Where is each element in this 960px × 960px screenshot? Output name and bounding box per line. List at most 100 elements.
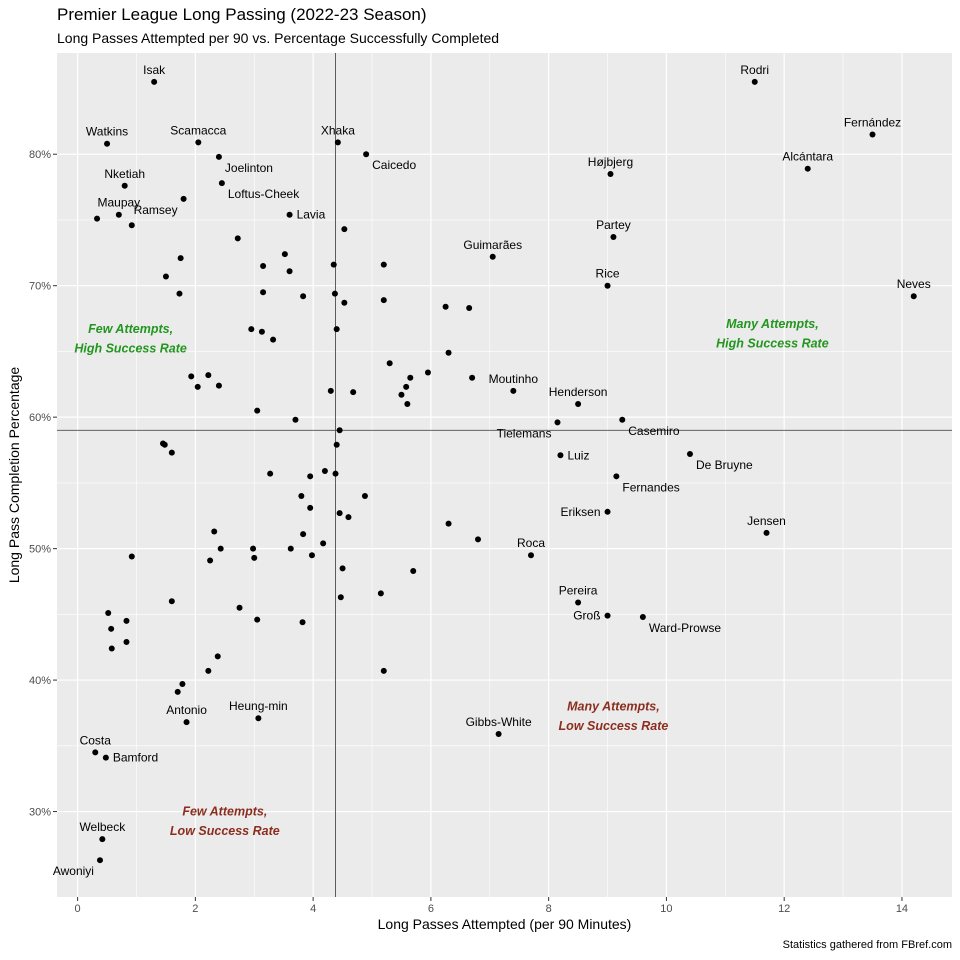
points bbox=[92, 78, 917, 864]
data-point-labeled bbox=[575, 599, 582, 606]
point-label: Guimarães bbox=[463, 238, 522, 252]
data-point-labeled bbox=[510, 387, 517, 394]
point-labels: Isak Rodri Fernández Watkins Scamacca Xhaka Ca… bbox=[53, 63, 931, 878]
data-point bbox=[337, 594, 344, 601]
data-point-labeled bbox=[104, 140, 111, 147]
data-point bbox=[336, 510, 343, 517]
data-point bbox=[442, 303, 449, 310]
data-point-labeled bbox=[554, 419, 561, 426]
data-point bbox=[386, 360, 393, 367]
data-point bbox=[174, 688, 181, 695]
data-point bbox=[177, 255, 184, 262]
data-point bbox=[215, 382, 222, 389]
data-point bbox=[214, 653, 221, 660]
point-label: Watkins bbox=[86, 125, 128, 139]
data-point bbox=[236, 604, 243, 611]
data-point bbox=[298, 493, 305, 500]
point-label: Pereira bbox=[559, 584, 598, 598]
point-label: Alcántara bbox=[782, 150, 833, 164]
data-point bbox=[331, 290, 338, 297]
data-point-labeled bbox=[286, 211, 293, 218]
data-point bbox=[248, 326, 255, 333]
data-point bbox=[307, 504, 314, 511]
quadrant-label: Few Attempts, High Success Rate bbox=[74, 322, 187, 355]
data-point-labeled bbox=[489, 253, 496, 260]
data-point bbox=[251, 554, 258, 561]
x-tick-label: 14 bbox=[896, 903, 908, 915]
chart-title: Premier League Long Passing (2022-23 Sea… bbox=[57, 5, 427, 24]
point-label: Rodri bbox=[740, 63, 769, 77]
point-label: Casemiro bbox=[628, 424, 680, 438]
quadrant-label: Many Attempts, High Success Rate bbox=[716, 317, 829, 350]
data-point-labeled bbox=[607, 170, 614, 177]
data-point bbox=[254, 407, 261, 414]
data-point-labeled bbox=[255, 715, 262, 722]
data-point bbox=[327, 387, 334, 394]
data-point bbox=[108, 645, 115, 652]
data-point bbox=[281, 251, 288, 258]
data-point-labeled bbox=[686, 450, 693, 457]
data-point bbox=[258, 328, 265, 335]
caption: Statistics gathered from FBref.com bbox=[782, 939, 952, 951]
data-point bbox=[123, 617, 130, 624]
data-point bbox=[403, 383, 410, 390]
data-point-labeled bbox=[869, 131, 876, 138]
point-label: Fernández bbox=[844, 116, 901, 130]
data-point bbox=[108, 625, 115, 632]
data-point-labeled bbox=[527, 552, 534, 559]
point-label: Nketiah bbox=[104, 167, 145, 181]
data-point-labeled bbox=[619, 416, 626, 423]
data-point bbox=[377, 590, 384, 597]
data-point bbox=[162, 273, 169, 280]
grid-minor bbox=[57, 53, 952, 897]
data-point bbox=[407, 374, 414, 381]
quadrant-label: Few Attempts, Low Success Rate bbox=[170, 805, 280, 838]
data-point-labeled bbox=[763, 529, 770, 536]
data-point bbox=[345, 514, 352, 521]
data-point bbox=[307, 473, 314, 480]
data-point-labeled bbox=[334, 139, 341, 146]
data-point bbox=[254, 616, 261, 623]
data-point-labeled bbox=[575, 401, 582, 408]
data-point bbox=[332, 470, 339, 477]
point-label: Heung-min bbox=[229, 699, 288, 713]
data-point-labeled bbox=[363, 151, 370, 158]
data-point bbox=[339, 565, 346, 572]
y-axis-ticks: 30% 40% 50% 60% 70% 80% bbox=[29, 149, 57, 819]
data-point bbox=[380, 297, 387, 304]
data-point bbox=[286, 268, 293, 275]
data-point bbox=[205, 667, 212, 674]
data-point bbox=[410, 567, 417, 574]
point-label: Luiz bbox=[567, 448, 589, 462]
point-label: Roca bbox=[517, 536, 545, 550]
data-point bbox=[308, 552, 315, 559]
data-point bbox=[188, 373, 195, 380]
chart-subtitle: Long Passes Attempted per 90 vs. Percent… bbox=[57, 30, 500, 46]
x-axis-ticks: 0 2 4 6 8 10 12 14 bbox=[75, 897, 908, 915]
data-point bbox=[330, 261, 337, 268]
data-point bbox=[168, 449, 175, 456]
point-label: Scamacca bbox=[170, 123, 226, 137]
point-label: De Bruyne bbox=[696, 458, 753, 472]
quadrant-label: Many Attempts, Low Success Rate bbox=[559, 700, 669, 733]
data-point-labeled bbox=[613, 473, 620, 480]
data-point bbox=[341, 299, 348, 306]
data-point bbox=[300, 531, 307, 538]
data-point bbox=[267, 470, 274, 477]
data-point-labeled bbox=[96, 857, 103, 864]
data-point-labeled bbox=[180, 195, 187, 202]
data-point bbox=[466, 305, 473, 312]
point-label: Groß bbox=[573, 609, 600, 623]
data-point bbox=[217, 545, 224, 552]
data-point bbox=[333, 326, 340, 333]
point-label: Partey bbox=[596, 218, 631, 232]
point-label: Jensen bbox=[747, 514, 786, 528]
data-point bbox=[260, 289, 267, 296]
data-point bbox=[211, 528, 218, 535]
data-point-labeled bbox=[604, 612, 611, 619]
data-point bbox=[445, 520, 452, 527]
y-axis-title: Long Pass Completion Percentage bbox=[6, 367, 22, 584]
data-point bbox=[94, 215, 101, 222]
point-label: Fernandes bbox=[622, 480, 679, 494]
data-point-labeled bbox=[804, 165, 811, 172]
